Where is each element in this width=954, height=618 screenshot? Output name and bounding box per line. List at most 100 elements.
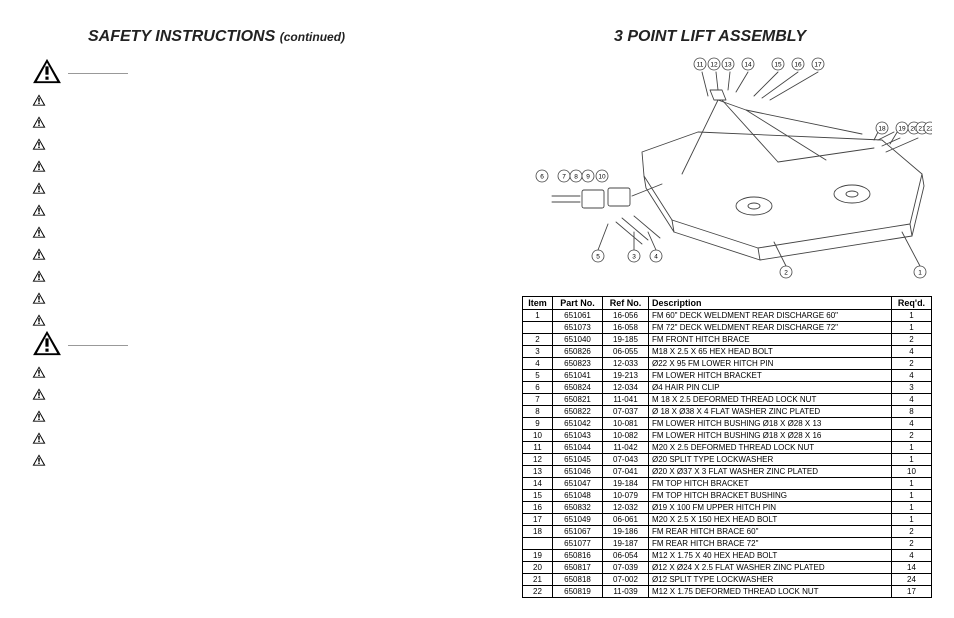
warning-triangle-icon [32, 431, 46, 443]
warning-row [32, 286, 128, 308]
table-cell: FM TOP HITCH BRACKET BUSHING [649, 490, 892, 502]
warning-row [32, 132, 128, 154]
table-cell: 651047 [553, 478, 603, 490]
table-cell: 1 [892, 490, 932, 502]
table-cell: 4 [892, 346, 932, 358]
warning-triangle-icon [32, 387, 46, 399]
table-cell: 4 [892, 370, 932, 382]
table-cell: 650826 [553, 346, 603, 358]
warning-row [32, 198, 128, 220]
warning-heading-line [68, 345, 128, 346]
table-cell: 5 [523, 370, 553, 382]
table-cell: 06-061 [603, 514, 649, 526]
table-cell: 1 [892, 442, 932, 454]
table-cell: FM TOP HITCH BRACKET [649, 478, 892, 490]
table-cell: FM 60" DECK WELDMENT REAR DISCHARGE 60" [649, 310, 892, 322]
table-cell: Ø4 HAIR PIN CLIP [649, 382, 892, 394]
table-cell: M20 X 2.5 X 150 HEX HEAD BOLT [649, 514, 892, 526]
parts-table-body: 165106116-056FM 60" DECK WELDMENT REAR D… [523, 310, 932, 598]
table-cell: 07-039 [603, 562, 649, 574]
table-cell: 06-054 [603, 550, 649, 562]
table-row: 65107719-187FM REAR HITCH BRACE 72"2 [523, 538, 932, 550]
table-cell: 1 [523, 310, 553, 322]
table-cell: 16-058 [603, 322, 649, 334]
table-cell: 12 [523, 454, 553, 466]
svg-text:7: 7 [562, 174, 566, 181]
col-reqd: Req'd. [892, 297, 932, 310]
table-cell: 3 [892, 382, 932, 394]
table-cell: 15 [523, 490, 553, 502]
table-row: 1665083212-032Ø19 X 100 FM UPPER HITCH P… [523, 502, 932, 514]
warning-row [32, 154, 128, 176]
warning-row [32, 110, 128, 132]
table-row: 665082412-034Ø4 HAIR PIN CLIP3 [523, 382, 932, 394]
table-cell: 17 [523, 514, 553, 526]
table-row: 2065081707-039Ø12 X Ø24 X 2.5 FLAT WASHE… [523, 562, 932, 574]
table-cell: 19-184 [603, 478, 649, 490]
table-cell: 651041 [553, 370, 603, 382]
table-cell: FM LOWER HITCH BRACKET [649, 370, 892, 382]
table-cell: 19-213 [603, 370, 649, 382]
table-cell: 14 [523, 478, 553, 490]
warning-triangle-icon [32, 247, 46, 259]
warning-row [32, 448, 128, 470]
table-cell: 4 [892, 394, 932, 406]
warning-row [32, 220, 128, 242]
table-cell: 4 [523, 358, 553, 370]
table-row: 1565104810-079FM TOP HITCH BRACKET BUSHI… [523, 490, 932, 502]
table-cell: 9 [523, 418, 553, 430]
svg-text:14: 14 [744, 62, 752, 69]
warning-triangle-icon [32, 409, 46, 421]
table-row: 1465104719-184FM TOP HITCH BRACKET1 [523, 478, 932, 490]
warning-triangle-icon [32, 137, 46, 149]
table-row: 1165104411-042M20 X 2.5 DEFORMED THREAD … [523, 442, 932, 454]
table-cell: 1 [892, 478, 932, 490]
warning-row [32, 426, 128, 448]
svg-text:3: 3 [632, 254, 636, 261]
warning-triangle-icon [32, 313, 46, 325]
table-cell: Ø22 X 95 FM LOWER HITCH PIN [649, 358, 892, 370]
table-cell: 2 [892, 430, 932, 442]
table-cell: M18 X 2.5 X 65 HEX HEAD BOLT [649, 346, 892, 358]
table-cell: FM LOWER HITCH BUSHING Ø18 X Ø28 X 16 [649, 430, 892, 442]
table-cell: 17 [892, 586, 932, 598]
table-cell: 14 [892, 562, 932, 574]
table-cell: 650817 [553, 562, 603, 574]
svg-text:19: 19 [898, 126, 906, 133]
warning-triangle-icon [32, 203, 46, 215]
table-row: 1365104607-041Ø20 X Ø37 X 3 FLAT WASHER … [523, 466, 932, 478]
table-cell: 24 [892, 574, 932, 586]
table-cell: 20 [523, 562, 553, 574]
table-cell: 1 [892, 514, 932, 526]
table-cell: M12 X 1.75 DEFORMED THREAD LOCK NUT [649, 586, 892, 598]
table-cell: Ø19 X 100 FM UPPER HITCH PIN [649, 502, 892, 514]
table-cell: 12-034 [603, 382, 649, 394]
exploded-diagram: 11121314151617181920212267891053421 [522, 56, 932, 286]
table-cell: Ø12 SPLIT TYPE LOCKWASHER [649, 574, 892, 586]
table-cell: 10-082 [603, 430, 649, 442]
table-cell: 11-039 [603, 586, 649, 598]
safety-instructions-title: SAFETY INSTRUCTIONS (continued) [88, 28, 345, 46]
col-refno: Ref No. [603, 297, 649, 310]
table-cell: 651046 [553, 466, 603, 478]
warning-triangle-icon [32, 453, 46, 465]
svg-text:4: 4 [654, 254, 658, 261]
table-cell: FM 72" DECK WELDMENT REAR DISCHARGE 72" [649, 322, 892, 334]
table-cell: 1 [892, 454, 932, 466]
table-cell: 2 [523, 334, 553, 346]
warning-row [32, 176, 128, 198]
warning-row [32, 242, 128, 264]
svg-text:18: 18 [878, 126, 886, 133]
table-cell: 07-043 [603, 454, 649, 466]
table-row: 965104210-081FM LOWER HITCH BUSHING Ø18 … [523, 418, 932, 430]
table-cell: 651045 [553, 454, 603, 466]
table-cell [523, 322, 553, 334]
table-cell: 07-041 [603, 466, 649, 478]
svg-text:22: 22 [926, 126, 932, 133]
table-cell: 650819 [553, 586, 603, 598]
table-cell: 651043 [553, 430, 603, 442]
svg-text:8: 8 [574, 174, 578, 181]
table-cell: 650821 [553, 394, 603, 406]
table-cell: 651049 [553, 514, 603, 526]
table-cell: Ø20 X Ø37 X 3 FLAT WASHER ZINC PLATED [649, 466, 892, 478]
